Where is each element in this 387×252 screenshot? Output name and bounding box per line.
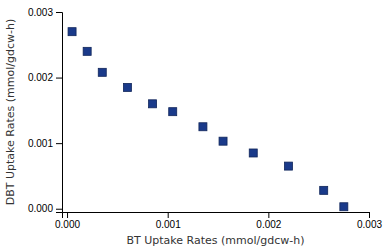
x-axis-title: BT Uptake Rates (mmol/gdcw-h) xyxy=(127,234,305,247)
y-tick: 0.001 xyxy=(28,138,62,149)
x-tick: 0.003 xyxy=(357,212,382,230)
point xyxy=(284,162,292,170)
point xyxy=(149,100,157,108)
y-axis: 0.000 0.001 0.002 0.003 xyxy=(28,7,63,215)
x-tick-label: 0.000 xyxy=(55,219,80,230)
point xyxy=(219,137,227,145)
y-tick-label: 0.002 xyxy=(28,72,53,83)
y-tick-mark xyxy=(56,12,62,13)
x-tick: 0.002 xyxy=(256,212,281,230)
y-tick-mark xyxy=(56,143,62,144)
y-tick: 0.003 xyxy=(28,7,62,18)
x-tick-mark xyxy=(268,212,269,218)
x-tick-mark xyxy=(67,212,68,218)
y-tick: 0.000 xyxy=(28,203,62,214)
x-tick-label: 0.001 xyxy=(156,219,181,230)
y-tick-label: 0.001 xyxy=(28,138,53,149)
x-tick-label: 0.003 xyxy=(357,219,382,230)
points xyxy=(68,28,348,211)
chart: 0.000 0.001 0.002 0.003 0.000 0.001 0.002 0.003… xyxy=(0,0,387,252)
point xyxy=(68,28,76,36)
point xyxy=(320,186,328,194)
x-tick: 0.001 xyxy=(156,212,181,230)
y-tick-mark xyxy=(56,78,62,79)
point xyxy=(169,108,177,116)
point xyxy=(249,149,257,157)
x-axis-line xyxy=(63,213,370,219)
y-tick-label: 0.000 xyxy=(28,203,53,214)
point xyxy=(98,68,106,76)
point xyxy=(123,83,131,91)
point xyxy=(340,203,348,211)
y-tick: 0.002 xyxy=(28,72,62,83)
x-tick-mark xyxy=(369,212,370,218)
y-axis-title: DBT Uptake Rates (mmol/gdcw-h) xyxy=(4,19,17,205)
point xyxy=(83,47,91,55)
y-tick-mark xyxy=(56,209,62,210)
plot: 0.000 0.001 0.002 0.003 0.000 0.001 0.002 0.003… xyxy=(4,7,382,247)
point xyxy=(199,123,207,131)
x-tick-label: 0.002 xyxy=(256,219,281,230)
x-tick: 0.000 xyxy=(55,212,80,230)
y-axis-line xyxy=(56,13,63,213)
y-tick-label: 0.003 xyxy=(28,7,53,18)
x-tick-mark xyxy=(168,212,169,218)
x-axis: 0.000 0.001 0.002 0.003 xyxy=(55,212,382,230)
